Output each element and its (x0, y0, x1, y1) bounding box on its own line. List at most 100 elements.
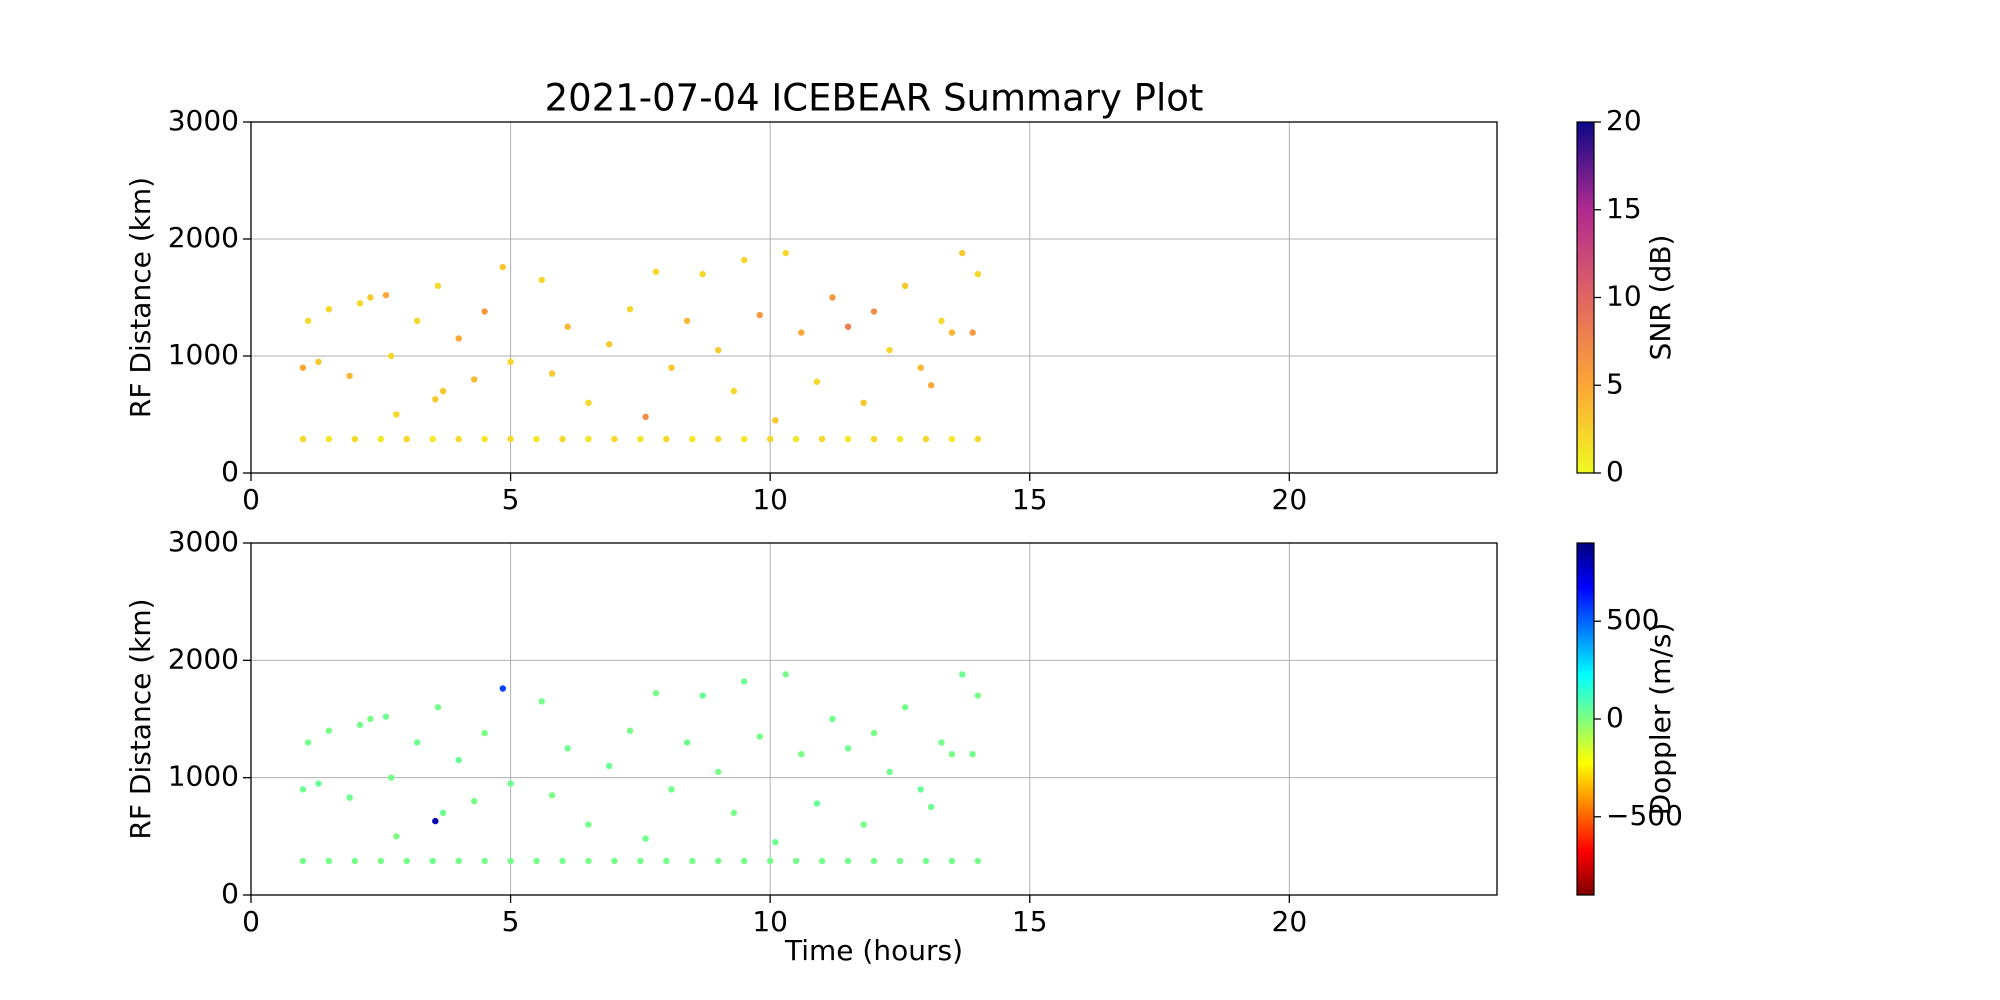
data-point (346, 794, 353, 801)
data-point (829, 715, 836, 723)
data-point (299, 786, 307, 793)
y-tick-label: 3000 (168, 525, 239, 558)
data-point (715, 768, 722, 775)
data-point (471, 797, 478, 805)
data-point (896, 435, 904, 443)
data-point (772, 839, 779, 846)
data-point (559, 435, 566, 443)
data-point (315, 358, 322, 366)
data-point (315, 780, 322, 787)
data-point (782, 249, 789, 257)
data-point (533, 857, 540, 865)
data-point (756, 311, 763, 319)
data-point (481, 857, 488, 865)
data-point (922, 435, 930, 443)
data-point (829, 294, 836, 301)
data-point (471, 376, 478, 383)
data-point (507, 780, 514, 787)
data-point (367, 294, 374, 301)
data-point (741, 678, 748, 685)
data-point (901, 282, 909, 289)
data-point (741, 256, 748, 264)
data-point (325, 435, 333, 443)
y-tick-label: 2000 (168, 221, 239, 254)
data-point (585, 821, 592, 828)
y-axis-label: RF Distance (km) (124, 177, 157, 418)
data-point (299, 857, 307, 865)
y-tick-label: 2000 (168, 642, 239, 675)
data-point (959, 671, 966, 678)
data-point (860, 399, 867, 406)
x-tick-label: 10 (752, 905, 788, 938)
data-point (304, 317, 312, 325)
data-point (481, 308, 488, 315)
data-point (844, 857, 852, 865)
x-tick-label: 0 (242, 905, 260, 938)
colorbar-tick-label: 20 (1606, 104, 1642, 137)
x-tick-label: 10 (752, 483, 788, 516)
data-point (403, 435, 410, 443)
data-point (974, 435, 982, 443)
data-point (507, 435, 514, 443)
data-point (818, 857, 826, 865)
data-point (730, 809, 738, 817)
data-point (559, 857, 566, 865)
colorbar-tick-label: 0 (1606, 455, 1624, 488)
data-point (548, 370, 556, 377)
data-point (715, 857, 722, 865)
y-tick-label: 3000 (168, 104, 239, 137)
data-point (585, 435, 592, 443)
data-point (507, 358, 514, 366)
data-point (387, 352, 395, 360)
x-tick-label: 5 (502, 483, 520, 516)
data-point (844, 745, 852, 752)
y-tick-label: 1000 (168, 760, 239, 793)
data-point (481, 729, 488, 737)
data-point (585, 857, 592, 865)
data-point (429, 857, 436, 865)
data-point (346, 372, 353, 380)
colorbar-tick-label: 10 (1606, 280, 1642, 313)
data-point (455, 335, 462, 342)
data-point (715, 346, 722, 354)
data-point (974, 692, 982, 699)
colorbar-tick-label: 500 (1606, 603, 1659, 636)
data-point (798, 329, 805, 336)
data-point (813, 378, 821, 385)
colorbar-tick-label: 15 (1606, 192, 1642, 225)
data-point (626, 727, 634, 734)
data-point (870, 857, 878, 865)
colorbar (1576, 542, 1595, 896)
data-point (377, 435, 384, 443)
colorbar-tick-label: 0 (1606, 701, 1624, 734)
data-point (844, 323, 852, 330)
data-point (564, 745, 571, 752)
data-point (741, 435, 748, 443)
x-tick-label: 15 (1012, 483, 1048, 516)
data-point (730, 387, 738, 395)
colorbar-tick-label: 5 (1606, 367, 1624, 400)
data-point (917, 786, 924, 793)
data-point (455, 857, 462, 865)
data-point (351, 435, 359, 443)
data-point (683, 739, 691, 746)
data-point (969, 751, 976, 758)
data-point (413, 739, 421, 746)
data-point (611, 435, 618, 443)
data-point (637, 435, 644, 443)
data-point (439, 809, 447, 817)
data-point (689, 435, 696, 443)
data-point (772, 417, 779, 424)
data-point (538, 276, 545, 284)
data-point (606, 762, 613, 770)
data-point (439, 387, 447, 395)
data-point (499, 685, 506, 692)
data-point (325, 857, 333, 865)
data-point (663, 857, 670, 865)
x-tick-label: 20 (1272, 483, 1308, 516)
data-point (683, 317, 691, 325)
data-point (432, 396, 439, 403)
data-point (715, 435, 722, 443)
data-point (766, 857, 774, 865)
